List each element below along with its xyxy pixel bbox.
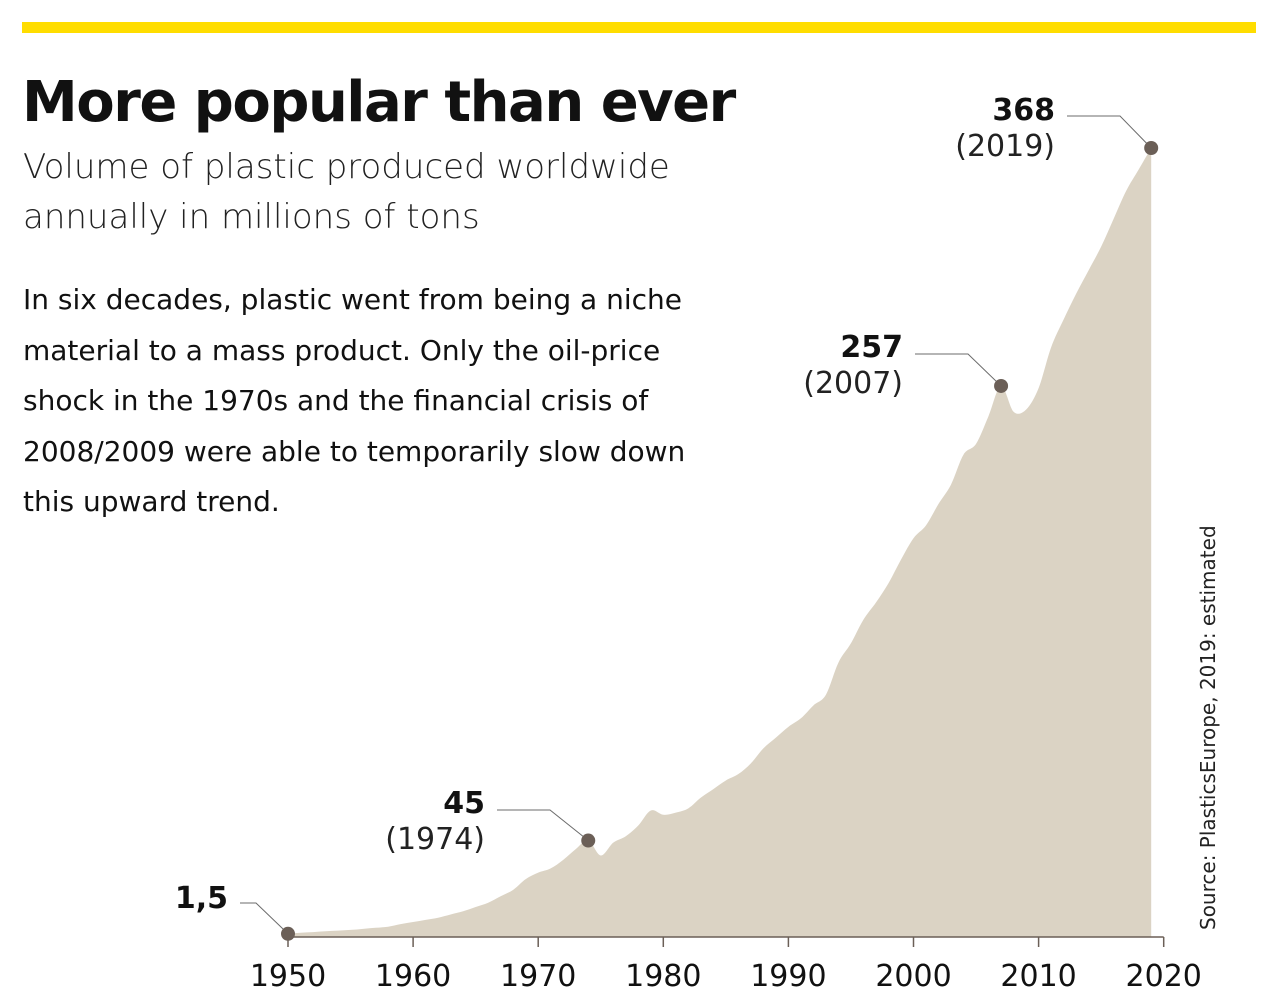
data-point-dot (581, 833, 596, 848)
annotation-value: 368 (992, 93, 1055, 128)
x-tick-label: 2000 (875, 959, 951, 994)
accent-bar (22, 22, 1256, 33)
annotation-leader-line (1067, 115, 1152, 149)
annotation-leader-line (240, 902, 289, 935)
data-point-dot (994, 378, 1009, 393)
chart-title: More popular than ever (22, 70, 736, 135)
x-tick-label: 1970 (500, 959, 576, 994)
annotation-value: 257 (840, 330, 903, 365)
x-tick-label: 1980 (625, 959, 701, 994)
annotation-year: (1974) (385, 822, 485, 857)
x-tick-label: 2020 (1126, 959, 1202, 994)
annotation-leader-line (497, 809, 589, 841)
area-series (288, 148, 1152, 937)
data-point-dot (1144, 141, 1159, 155)
data-point-dot (281, 926, 295, 941)
x-tick-label: 1990 (750, 959, 826, 994)
annotation-year: (2007) (803, 366, 903, 401)
chart-subtitle: Volume of plastic produced worldwide ann… (23, 147, 670, 237)
annotation-year: (2019) (955, 129, 1055, 164)
annotation-value: 45 (443, 786, 485, 821)
x-tick-label: 1950 (250, 959, 326, 994)
x-tick-label: 2010 (1000, 959, 1076, 994)
annotation-leader-line (915, 353, 1002, 387)
annotation-value: 1,5 (175, 881, 228, 916)
chart-description: In six decades, plastic went from being … (23, 283, 686, 518)
x-tick-label: 1960 (375, 959, 451, 994)
